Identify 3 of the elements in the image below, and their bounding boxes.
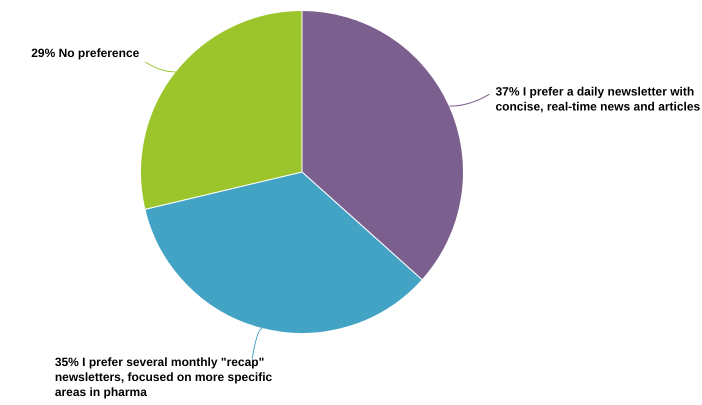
slice-label: 37% I prefer a daily newsletter with concise, real-time news and articles	[495, 84, 701, 114]
slice-label: 35% I prefer several monthly "recap" newsletters, focused on more specific areas in pharma	[54, 354, 273, 399]
slice-label: 29% No preference	[31, 46, 140, 60]
